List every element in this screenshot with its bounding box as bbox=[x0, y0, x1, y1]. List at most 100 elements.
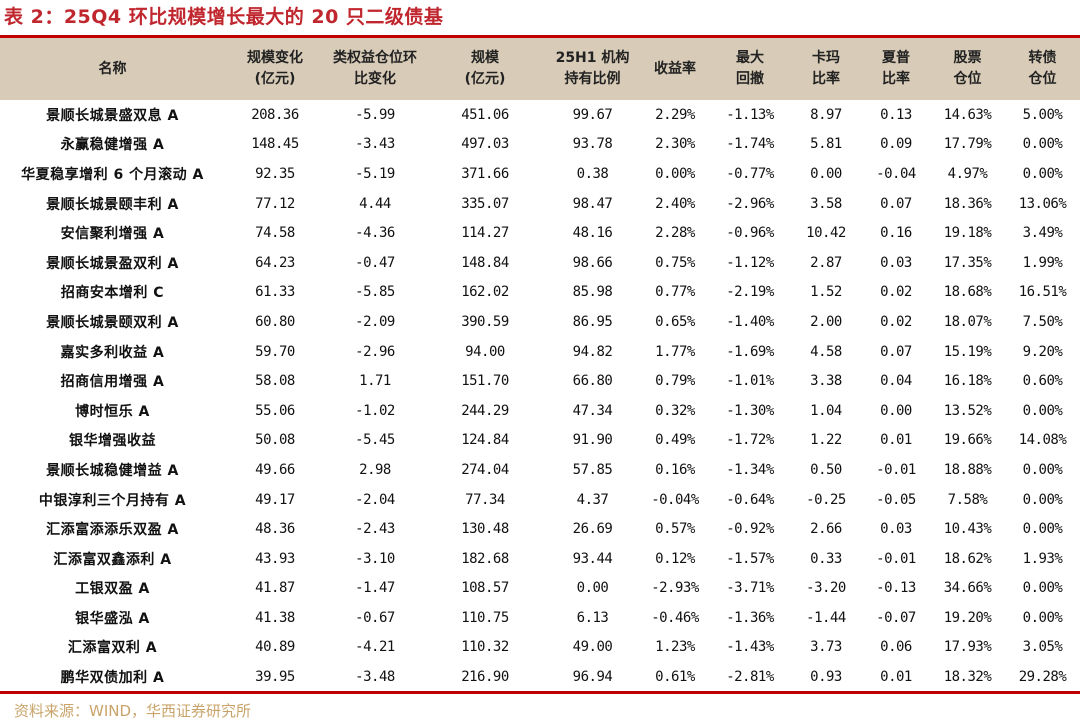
cell-scale-change: 61.33 bbox=[255, 284, 295, 301]
cell-sharpe: 0.01 bbox=[880, 432, 912, 449]
cell-institution-ratio: 93.44 bbox=[572, 550, 613, 567]
cell-institution-ratio: 91.90 bbox=[572, 432, 613, 449]
cell-scale: 335.07 bbox=[461, 195, 509, 212]
cell-equity-position-change: -5.99 bbox=[355, 106, 395, 123]
header-text: (亿元) bbox=[254, 71, 296, 87]
cell-cb-position: 3.49% bbox=[1022, 225, 1063, 242]
cell-scale-change: 49.66 bbox=[255, 461, 295, 478]
cell-return: 0.12% bbox=[655, 550, 695, 567]
header-max-drawdown: 最大 回撤 bbox=[710, 38, 790, 100]
cell-equity-position-change: -1.47 bbox=[355, 580, 395, 597]
cell-equity-position-change: 1.71 bbox=[359, 373, 391, 390]
table-row: 景顺长城景盈双利 A 64.23 -0.47 148.84 98.66 0.75% -1.1… bbox=[0, 248, 1080, 278]
cell-equity-position-change: -3.48 bbox=[355, 669, 395, 686]
cell-return: 0.49% bbox=[655, 432, 695, 449]
table-row: 永赢稳健增强 A 148.45 -3.43 497.03 93.78 2.30% -1.74… bbox=[0, 130, 1080, 160]
cell-max-drawdown: -1.13% bbox=[726, 106, 774, 123]
cell-scale-change: 55.06 bbox=[255, 402, 295, 419]
cell-name: 安信聚利增强 A bbox=[60, 226, 165, 243]
cell-sharpe: -0.04 bbox=[876, 165, 916, 182]
header-text: 卡玛 bbox=[812, 50, 840, 66]
table-row: 鹏华双债加利 A 39.95 -3.48 216.90 96.94 0.61% -2.81%… bbox=[0, 662, 1080, 692]
cell-scale: 110.75 bbox=[461, 609, 509, 626]
cell-max-drawdown: -1.57% bbox=[726, 550, 774, 567]
header-text: 规模 bbox=[471, 50, 499, 66]
cell-max-drawdown: -2.81% bbox=[726, 669, 774, 686]
cell-equity-position-change: 4.44 bbox=[359, 195, 391, 212]
header-text: 比变化 bbox=[354, 71, 396, 87]
table-row: 景顺长城景颐双利 A 60.80 -2.09 390.59 86.95 0.65% -1.4… bbox=[0, 307, 1080, 337]
cell-cb-position: 0.00% bbox=[1022, 165, 1063, 182]
table-row: 银华盛泓 A 41.38 -0.67 110.75 6.13 -0.46% -1.36% -1… bbox=[0, 603, 1080, 633]
cell-cb-position: 0.00% bbox=[1022, 136, 1063, 153]
cell-cb-position: 0.00% bbox=[1022, 521, 1063, 538]
cell-calmar: 0.00 bbox=[810, 165, 842, 182]
header-return: 收益率 bbox=[640, 38, 710, 100]
cell-name: 中银淳利三个月持有 A bbox=[38, 492, 187, 509]
cell-stock-position: 14.63% bbox=[943, 106, 992, 123]
cell-equity-position-change: -4.21 bbox=[355, 639, 395, 656]
cell-equity-position-change: -5.85 bbox=[355, 284, 395, 301]
cell-name: 永赢稳健增强 A bbox=[60, 137, 165, 154]
cell-scale-change: 39.95 bbox=[255, 669, 295, 686]
cell-return: 0.57% bbox=[655, 521, 695, 538]
header-name: 名称 bbox=[0, 38, 225, 100]
cell-return: 0.61% bbox=[655, 669, 695, 686]
cell-stock-position: 10.43% bbox=[943, 521, 992, 538]
cell-max-drawdown: -1.34% bbox=[726, 461, 774, 478]
cell-scale-change: 208.36 bbox=[251, 106, 299, 123]
cell-sharpe: -0.01 bbox=[876, 461, 916, 478]
cell-scale-change: 50.08 bbox=[255, 432, 295, 449]
cell-calmar: 1.52 bbox=[810, 284, 842, 301]
cell-return: 2.28% bbox=[655, 225, 695, 242]
cell-equity-position-change: -3.43 bbox=[355, 136, 395, 153]
header-equity-position-change: 类权益仓位环 比变化 bbox=[325, 38, 425, 100]
table-row: 安信聚利增强 A 74.58 -4.36 114.27 48.16 2.28% -0.96%… bbox=[0, 218, 1080, 248]
cell-scale: 497.03 bbox=[461, 136, 509, 153]
cell-stock-position: 18.88% bbox=[943, 461, 992, 478]
table-title: 表 2：25Q4 环比规模增长最大的 20 只二级债基 bbox=[4, 6, 444, 28]
cell-institution-ratio: 98.47 bbox=[572, 195, 613, 212]
cell-scale-change: 49.17 bbox=[255, 491, 295, 508]
cell-institution-ratio: 94.82 bbox=[572, 343, 613, 360]
cell-cb-position: 14.08% bbox=[1018, 432, 1067, 449]
cell-scale-change: 59.70 bbox=[255, 343, 295, 360]
cell-stock-position: 17.35% bbox=[943, 254, 992, 271]
cell-institution-ratio: 48.16 bbox=[572, 225, 613, 242]
cell-stock-position: 17.79% bbox=[943, 136, 992, 153]
cell-equity-position-change: -3.10 bbox=[355, 550, 395, 567]
cell-calmar: 2.87 bbox=[810, 254, 842, 271]
header-text: 持有比例 bbox=[564, 71, 621, 87]
header-calmar: 卡玛 比率 bbox=[790, 38, 862, 100]
table-row: 博时恒乐 A 55.06 -1.02 244.29 47.34 0.32% -1.30% 1.… bbox=[0, 396, 1080, 426]
header-text: 收益率 bbox=[654, 60, 696, 77]
table-row: 工银双盈 A 41.87 -1.47 108.57 0.00 -2.93% -3.71% -3… bbox=[0, 574, 1080, 604]
header-text: 仓位 bbox=[1028, 71, 1057, 87]
fund-table: 名称 规模变化 (亿元) 类权益仓位环 比变化 规模 (亿元) 25H1 机构 持有比例 收益率最… bbox=[0, 38, 1080, 692]
source-note: 资料来源：WIND，华西证券研究所 bbox=[14, 702, 252, 720]
cell-name: 景顺长城景颐丰利 A bbox=[46, 196, 179, 213]
cell-stock-position: 18.36% bbox=[943, 195, 992, 212]
header-text: 类权益仓位环 bbox=[333, 50, 417, 66]
cell-scale-change: 48.36 bbox=[255, 521, 295, 538]
cell-name: 博时恒乐 A bbox=[75, 403, 150, 420]
cell-stock-position: 19.20% bbox=[943, 609, 992, 626]
cell-scale: 114.27 bbox=[461, 225, 509, 242]
cell-scale: 162.02 bbox=[461, 284, 509, 301]
cell-scale: 110.32 bbox=[461, 639, 509, 656]
cell-return: -2.93% bbox=[651, 580, 699, 597]
cell-name: 华夏稳享增利 6 个月滚动 A bbox=[21, 166, 204, 183]
cell-stock-position: 17.93% bbox=[943, 639, 992, 656]
cell-institution-ratio: 0.00 bbox=[576, 580, 609, 597]
cell-stock-position: 15.19% bbox=[943, 343, 992, 360]
cell-name: 工银双盈 A bbox=[75, 581, 150, 598]
cell-sharpe: 0.02 bbox=[880, 284, 912, 301]
cell-equity-position-change: -0.47 bbox=[355, 254, 395, 271]
table-row: 招商信用增强 A 58.08 1.71 151.70 66.80 0.79% -1.01% 3… bbox=[0, 366, 1080, 396]
cell-return: 0.32% bbox=[655, 402, 695, 419]
cell-name: 景顺长城景盛双息 A bbox=[46, 107, 179, 124]
header-cb-position: 转债 仓位 bbox=[1005, 38, 1080, 100]
header-institution-ratio: 25H1 机构 持有比例 bbox=[545, 38, 640, 100]
cell-institution-ratio: 98.66 bbox=[572, 254, 613, 271]
cell-sharpe: 0.07 bbox=[880, 195, 912, 212]
